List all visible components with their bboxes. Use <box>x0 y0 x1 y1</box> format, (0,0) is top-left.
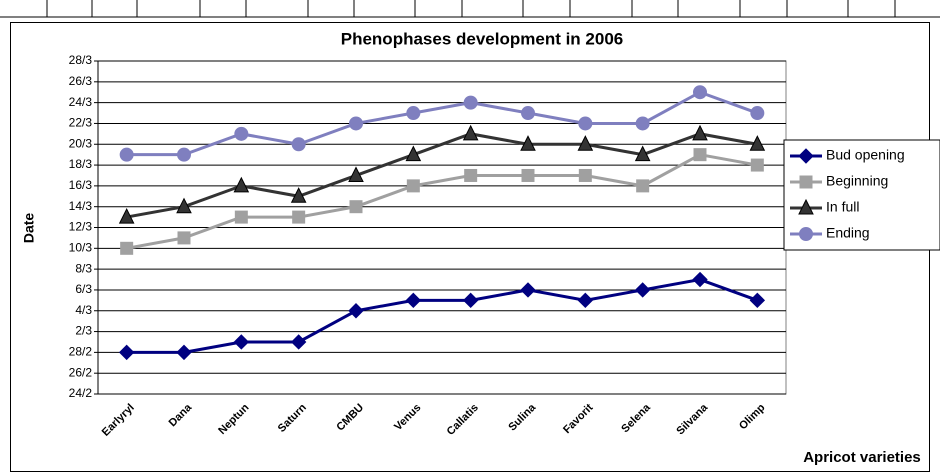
y-axis-title: Date <box>21 213 37 244</box>
legend-label: Ending <box>826 225 870 241</box>
series-line <box>126 90 758 157</box>
marker <box>750 158 764 172</box>
legend-label: Beginning <box>826 173 888 189</box>
y-tick-label: 26/3 <box>69 74 93 88</box>
marker <box>798 148 814 164</box>
legend-label: In full <box>826 199 859 215</box>
marker <box>520 135 536 151</box>
marker <box>693 148 707 162</box>
marker <box>176 344 192 361</box>
marker <box>177 147 191 162</box>
series-line <box>126 153 758 250</box>
marker <box>176 197 192 214</box>
sheet-grid <box>0 0 940 18</box>
marker <box>405 292 422 309</box>
marker <box>749 135 766 151</box>
marker <box>291 137 306 152</box>
marker <box>348 166 364 182</box>
marker <box>292 210 306 224</box>
y-tick-label: 16/3 <box>69 178 93 192</box>
marker <box>462 124 479 141</box>
marker <box>464 168 478 182</box>
marker <box>578 168 592 182</box>
y-tick-label: 14/3 <box>69 199 93 213</box>
legend-label: Bud opening <box>826 147 905 163</box>
y-tick-label: 18/3 <box>69 157 93 171</box>
marker <box>406 179 420 193</box>
marker <box>290 334 307 350</box>
marker <box>636 179 650 193</box>
marker <box>463 95 478 110</box>
y-tick-label: 28/3 <box>69 53 93 67</box>
series-line <box>126 277 758 354</box>
marker <box>118 207 135 224</box>
marker <box>692 271 708 288</box>
marker <box>635 116 650 131</box>
marker <box>520 282 536 298</box>
marker <box>462 292 479 309</box>
marker <box>348 303 364 319</box>
y-tick-label: 6/3 <box>75 282 92 296</box>
y-tick-label: 2/3 <box>75 324 92 338</box>
marker <box>234 126 249 141</box>
marker <box>577 292 594 309</box>
y-tick-label: 22/3 <box>69 116 93 130</box>
marker <box>406 106 421 121</box>
marker <box>120 241 134 255</box>
marker <box>234 210 248 224</box>
marker <box>233 176 250 193</box>
marker <box>233 334 250 350</box>
series-line <box>126 132 758 219</box>
y-tick-label: 4/3 <box>75 303 92 317</box>
y-tick-label: 8/3 <box>75 261 92 275</box>
marker <box>405 145 422 162</box>
marker <box>634 282 651 298</box>
marker <box>693 85 707 100</box>
y-tick-label: 10/3 <box>69 240 93 254</box>
marker <box>799 227 813 241</box>
chart-title: Phenophases development in 2006 <box>341 29 623 48</box>
marker <box>578 116 593 131</box>
marker <box>349 200 363 214</box>
y-tick-label: 20/3 <box>69 136 93 150</box>
marker <box>521 168 535 182</box>
y-tick-label: 24/3 <box>69 95 93 109</box>
marker <box>749 292 766 309</box>
x-axis-title: Apricot varieties <box>803 449 921 466</box>
marker <box>177 231 191 245</box>
marker <box>349 116 363 131</box>
y-tick-label: 28/2 <box>69 345 93 359</box>
marker <box>119 147 134 162</box>
marker <box>692 124 708 141</box>
marker <box>634 145 651 162</box>
marker <box>521 106 535 121</box>
marker <box>118 344 135 361</box>
marker <box>577 135 594 151</box>
y-tick-label: 26/2 <box>69 365 93 379</box>
y-tick-label: 12/3 <box>69 220 93 234</box>
marker <box>750 106 765 121</box>
marker <box>799 175 813 189</box>
y-tick-label: 24/2 <box>69 386 93 400</box>
marker <box>798 198 814 215</box>
marker <box>290 187 307 203</box>
